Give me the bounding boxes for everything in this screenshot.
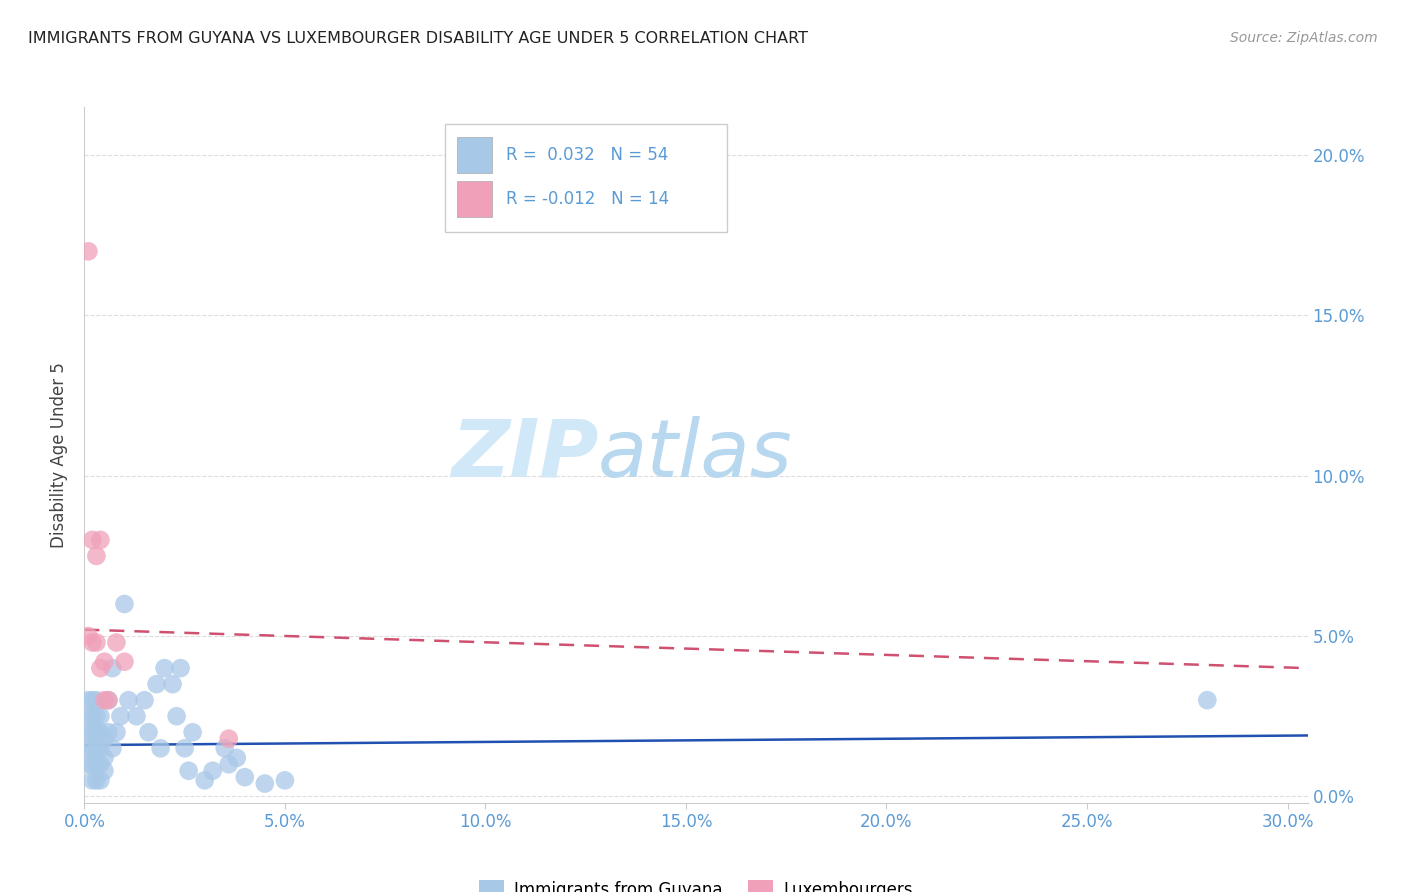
Bar	[457, 137, 492, 173]
Point	[101, 741, 124, 756]
Point	[149, 741, 172, 756]
Point	[201, 764, 224, 778]
Point	[77, 741, 100, 756]
Point	[166, 709, 188, 723]
Point	[233, 770, 256, 784]
FancyBboxPatch shape	[446, 124, 727, 232]
Point	[93, 655, 115, 669]
Point	[77, 757, 100, 772]
Point	[97, 725, 120, 739]
Point	[77, 629, 100, 643]
Point	[253, 776, 276, 790]
Point	[214, 741, 236, 756]
Point	[89, 725, 111, 739]
Point	[89, 661, 111, 675]
Point	[77, 725, 100, 739]
Point	[77, 693, 100, 707]
Point	[93, 751, 115, 765]
Point	[218, 731, 240, 746]
Point	[169, 661, 191, 675]
Point	[93, 731, 115, 746]
Point	[93, 693, 115, 707]
Point	[82, 773, 104, 788]
Point	[114, 597, 136, 611]
Point	[82, 725, 104, 739]
Point	[110, 709, 132, 723]
Point	[145, 677, 167, 691]
Point	[138, 725, 160, 739]
Point	[105, 725, 128, 739]
Point	[105, 635, 128, 649]
Text: Source: ZipAtlas.com: Source: ZipAtlas.com	[1230, 31, 1378, 45]
Point	[89, 757, 111, 772]
Point	[82, 635, 104, 649]
Point	[97, 693, 120, 707]
Point	[89, 533, 111, 547]
Point	[86, 635, 108, 649]
Text: atlas: atlas	[598, 416, 793, 494]
Point	[1197, 693, 1219, 707]
Point	[97, 693, 120, 707]
Point	[89, 741, 111, 756]
Point	[89, 773, 111, 788]
Point	[82, 757, 104, 772]
Text: R =  0.032   N = 54: R = 0.032 N = 54	[506, 146, 669, 164]
Text: R = -0.012   N = 14: R = -0.012 N = 14	[506, 190, 669, 208]
Bar	[457, 181, 492, 217]
Point	[114, 655, 136, 669]
Y-axis label: Disability Age Under 5: Disability Age Under 5	[51, 362, 69, 548]
Point	[86, 709, 108, 723]
Point	[117, 693, 139, 707]
Point	[82, 533, 104, 547]
Point	[86, 549, 108, 563]
Point	[173, 741, 195, 756]
Point	[82, 693, 104, 707]
Point	[77, 244, 100, 259]
Point	[274, 773, 297, 788]
Point	[86, 757, 108, 772]
Point	[218, 757, 240, 772]
Point	[82, 741, 104, 756]
Point	[77, 709, 100, 723]
Point	[225, 751, 247, 765]
Legend: Immigrants from Guyana, Luxembourgers: Immigrants from Guyana, Luxembourgers	[472, 874, 920, 892]
Point	[89, 709, 111, 723]
Point	[162, 677, 184, 691]
Point	[101, 661, 124, 675]
Point	[86, 693, 108, 707]
Point	[82, 709, 104, 723]
Point	[134, 693, 156, 707]
Point	[86, 725, 108, 739]
Point	[177, 764, 200, 778]
Point	[153, 661, 176, 675]
Text: ZIP: ZIP	[451, 416, 598, 494]
Point	[86, 741, 108, 756]
Point	[93, 764, 115, 778]
Point	[181, 725, 204, 739]
Text: IMMIGRANTS FROM GUYANA VS LUXEMBOURGER DISABILITY AGE UNDER 5 CORRELATION CHART: IMMIGRANTS FROM GUYANA VS LUXEMBOURGER D…	[28, 31, 808, 46]
Point	[86, 773, 108, 788]
Point	[125, 709, 148, 723]
Point	[194, 773, 217, 788]
